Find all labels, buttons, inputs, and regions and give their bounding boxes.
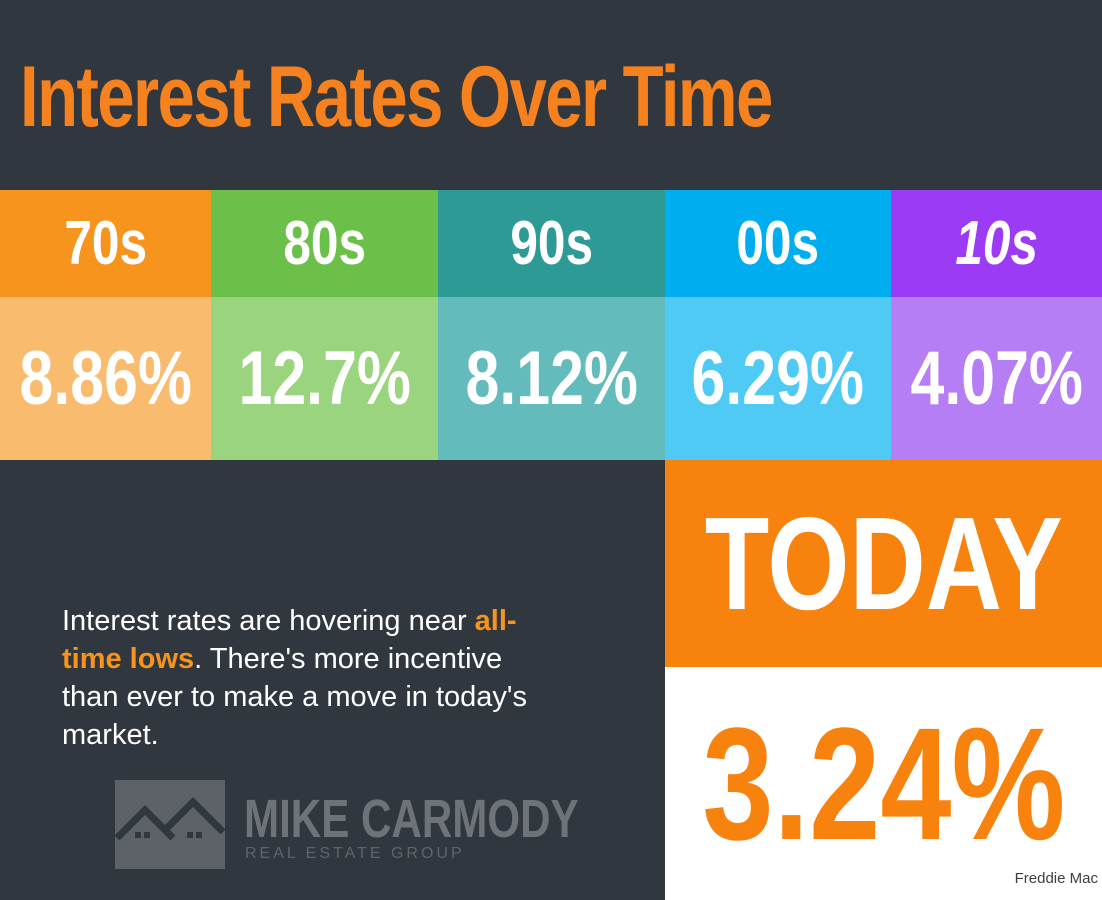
title: Interest Rates Over Time — [20, 49, 773, 145]
decade-text: 70s — [64, 209, 147, 278]
decade-text: 90s — [510, 209, 593, 278]
logo-window — [196, 832, 202, 838]
decade-text: 10s — [955, 209, 1038, 278]
today-label: TODAY — [665, 460, 1102, 667]
logo-icon — [115, 780, 225, 869]
today-rate-text: 3.24% — [702, 693, 1065, 873]
rate-text: 4.07% — [910, 336, 1083, 421]
decade-rate: 8.86% — [0, 297, 211, 460]
decade-label: 90s — [438, 190, 665, 297]
message-highlight: all-time lows — [62, 605, 517, 675]
rate-text: 8.86% — [19, 336, 192, 421]
decade-rate: 6.29% — [665, 297, 891, 460]
logo-name: MIKE CARMODY — [244, 789, 579, 849]
message: Interest rates are hovering near all-tim… — [62, 602, 562, 754]
decade-rate: 4.07% — [891, 297, 1102, 460]
today-rate: 3.24% — [665, 667, 1102, 900]
source: Freddie Mac — [1014, 870, 1098, 887]
message-text: . There's more incentive than ever to ma… — [62, 643, 527, 751]
decade-text: 00s — [736, 209, 820, 278]
logo-window — [144, 832, 150, 838]
rate-text: 6.29% — [691, 336, 865, 421]
logo-window — [135, 832, 141, 838]
logo-window — [187, 832, 193, 838]
decade-label: 00s — [665, 190, 891, 297]
rate-text: 12.7% — [238, 336, 411, 421]
logo-tagline: REAL ESTATE GROUP — [245, 845, 465, 862]
decade-label: 10s — [891, 190, 1102, 297]
decade-rate: 12.7% — [211, 297, 438, 460]
decade-label: 80s — [211, 190, 438, 297]
message-text: Interest rates are hovering near — [62, 605, 475, 637]
logo-roof — [162, 797, 225, 835]
rate-text: 8.12% — [465, 336, 638, 421]
today-text: TODAY — [704, 490, 1063, 637]
decade-text: 80s — [283, 209, 366, 278]
decade-label: 70s — [0, 190, 211, 297]
logo-roof — [115, 805, 176, 841]
decade-rate: 8.12% — [438, 297, 665, 460]
